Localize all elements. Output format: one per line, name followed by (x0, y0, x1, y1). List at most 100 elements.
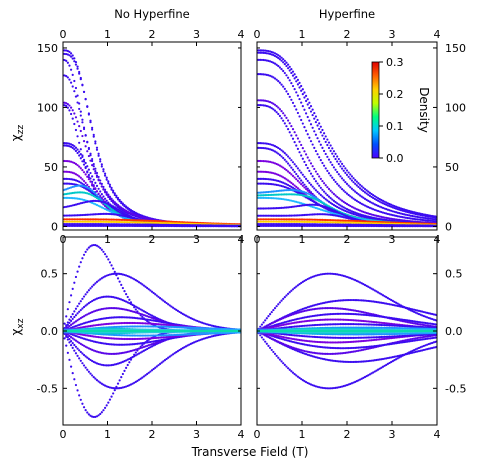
data-point (416, 213, 419, 216)
data-point (326, 218, 329, 222)
data-point (288, 95, 291, 98)
data-point (316, 218, 319, 221)
data-point (336, 195, 339, 199)
data-point (301, 173, 304, 176)
data-point (326, 199, 329, 202)
data-point (342, 179, 345, 182)
data-point (282, 85, 285, 88)
data-point (329, 221, 332, 224)
data-point (277, 106, 280, 109)
data-point (319, 186, 322, 189)
data-point (282, 69, 285, 73)
data-point (290, 188, 293, 192)
data-point (411, 212, 414, 215)
data-point (332, 209, 336, 212)
data-point (259, 142, 262, 145)
data-point (327, 158, 331, 161)
data-point (167, 222, 170, 225)
data-point (329, 144, 332, 147)
data-point (298, 224, 301, 227)
y-tick-label: 50 (44, 161, 58, 174)
data-point (309, 199, 313, 202)
data-point (296, 94, 300, 97)
data-point (267, 207, 270, 210)
data-point (344, 207, 347, 210)
data-point (95, 175, 99, 178)
data-point (308, 220, 311, 223)
data-point (318, 200, 321, 203)
data-point (63, 58, 66, 62)
data-point (73, 172, 76, 175)
data-point (78, 150, 81, 153)
data-point (107, 205, 110, 208)
data-point (326, 143, 329, 147)
data-point (301, 220, 304, 223)
data-point (81, 155, 84, 158)
data-point (218, 225, 222, 228)
data-point (318, 156, 321, 159)
data-point (76, 220, 79, 223)
data-point (290, 181, 293, 185)
data-point (157, 224, 160, 228)
data-point (158, 224, 162, 228)
data-point (309, 203, 313, 206)
data-point (296, 189, 300, 192)
data-point (347, 203, 350, 207)
data-point (260, 142, 264, 145)
data-point (331, 147, 334, 150)
data-point (295, 144, 298, 147)
data-point (350, 187, 354, 190)
data-point (327, 141, 331, 144)
data-point (339, 224, 342, 228)
data-point (123, 369, 126, 372)
data-point (357, 182, 360, 185)
data-point (142, 224, 146, 228)
data-point (385, 203, 388, 206)
x-tick-label: 1 (104, 28, 111, 41)
data-point (95, 184, 99, 188)
data-point (401, 216, 404, 219)
data-point (99, 158, 102, 161)
data-point (99, 412, 102, 416)
data-point (334, 224, 337, 228)
data-point (95, 199, 99, 203)
data-point (303, 213, 306, 217)
data-point (103, 197, 107, 200)
data-point (362, 221, 365, 225)
data-point (300, 101, 303, 104)
data-point (162, 224, 165, 228)
data-point (81, 121, 84, 124)
data-point (332, 221, 336, 224)
data-point (68, 220, 71, 223)
data-point (273, 197, 277, 200)
data-point (282, 220, 285, 223)
data-point (257, 196, 260, 199)
data-point (283, 224, 286, 227)
data-point (322, 223, 326, 226)
data-point (260, 194, 264, 197)
data-point (150, 218, 154, 221)
data-point (69, 112, 73, 116)
data-point (121, 220, 124, 224)
data-point (345, 216, 349, 220)
data-point (99, 220, 102, 223)
data-point (430, 219, 434, 223)
data-point (71, 144, 74, 147)
data-point (73, 122, 76, 126)
data-point (76, 389, 79, 392)
data-point (103, 218, 107, 221)
data-point (288, 171, 291, 174)
data-point (125, 293, 128, 296)
data-point (144, 224, 147, 228)
data-point (277, 152, 280, 155)
data-point (112, 267, 115, 270)
data-point (81, 402, 84, 405)
data-point (141, 224, 144, 228)
data-point (134, 308, 137, 311)
data-point (69, 196, 73, 200)
data-point (417, 218, 421, 221)
data-point (71, 196, 74, 200)
data-point (125, 224, 128, 228)
data-points (257, 49, 437, 228)
data-point (78, 224, 81, 227)
